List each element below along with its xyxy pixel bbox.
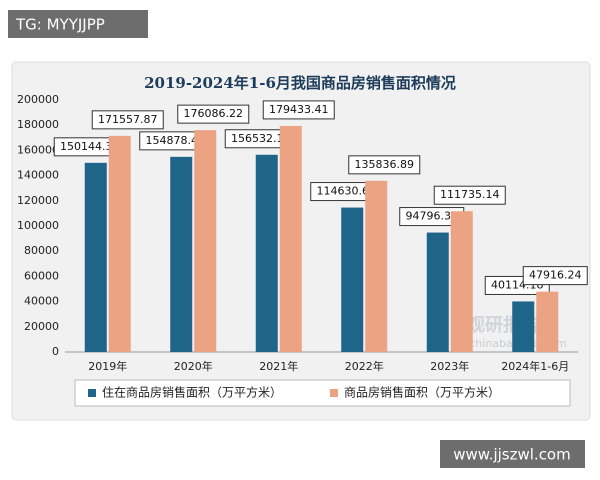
value-label: 176086.22 (184, 107, 244, 120)
y-tick-label: 140000 (17, 169, 59, 182)
legend-box (74, 379, 571, 407)
value-label-box (177, 104, 250, 124)
bar (536, 291, 559, 352)
legend-swatch (88, 389, 96, 397)
value-label: 135836.89 (355, 158, 415, 171)
value-label-box (262, 100, 335, 120)
value-label: 171557.87 (98, 113, 158, 126)
y-tick-label: 160000 (17, 143, 59, 156)
value-label-box (91, 110, 164, 130)
site-box (440, 440, 585, 468)
bar (341, 207, 364, 352)
y-tick-label: 120000 (17, 194, 59, 207)
value-label: 114630.65 (317, 185, 377, 198)
x-tick-label: 2019年 (88, 359, 127, 373)
site-text: www.jjszwl.com (453, 446, 570, 464)
y-tick-label: 20000 (24, 320, 59, 333)
y-tick-label: 60000 (24, 269, 59, 282)
bar (170, 156, 193, 352)
bar (108, 135, 131, 352)
x-tick-label: 2020年 (174, 359, 213, 373)
watermark: 观研报告网 (467, 314, 557, 336)
value-label-box (522, 266, 588, 286)
bar (450, 211, 473, 352)
value-label: 156532.17 (231, 132, 291, 145)
y-tick-label: 180000 (17, 118, 59, 131)
y-tick-label: 0 (52, 345, 59, 358)
value-label: 94796.35 (406, 210, 459, 223)
y-tick-label: 200000 (17, 93, 59, 106)
x-tick-label: 2024年1-6月 (501, 359, 569, 373)
bar (194, 130, 217, 352)
x-tick-label: 2023年 (430, 359, 469, 373)
value-label: 47916.24 (529, 269, 582, 282)
chart-title: 2019-2024年1-6月我国商品房销售面积情况 (144, 74, 456, 92)
bar (426, 232, 449, 352)
y-tick-label: 40000 (24, 295, 59, 308)
y-tick-label: 100000 (17, 219, 59, 232)
legend-swatch (330, 389, 338, 397)
bar (84, 162, 107, 352)
legend-label: 住在商品房销售面积（万平方米） (102, 385, 282, 400)
value-label-box (348, 155, 421, 175)
bar (279, 125, 302, 352)
value-label: 150144.32 (60, 140, 120, 153)
bar (255, 154, 278, 352)
value-label: 111735.14 (440, 188, 500, 201)
tag-text: TG: MYYJJPP (15, 16, 105, 34)
x-tick-label: 2022年 (345, 359, 384, 373)
x-tick-label: 2021年 (259, 359, 298, 373)
value-label: 179433.41 (269, 103, 329, 116)
bar (365, 180, 388, 352)
y-tick-label: 80000 (24, 244, 59, 257)
legend-label: 商品房销售面积（万平方米） (344, 385, 500, 400)
value-label: 154878.47 (146, 134, 206, 147)
value-label-box (433, 185, 506, 205)
bar (512, 301, 535, 352)
tag-box (8, 10, 148, 38)
